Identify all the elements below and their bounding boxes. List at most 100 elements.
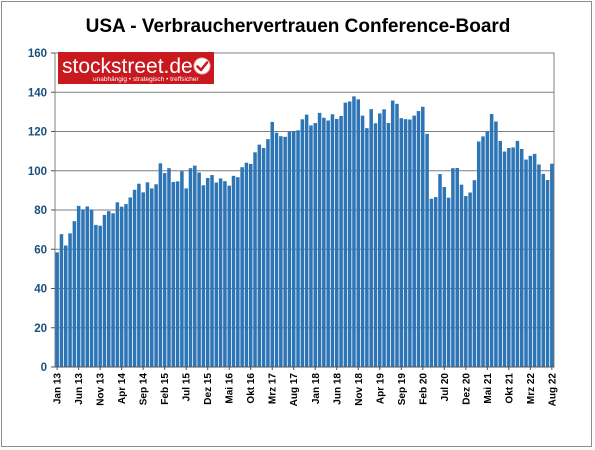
bar	[412, 115, 416, 367]
x-tick-label: Mai 21	[483, 373, 494, 404]
bar	[545, 179, 550, 367]
bar	[132, 189, 137, 367]
bar	[227, 185, 231, 367]
bar	[63, 245, 68, 367]
y-tick-label: 120	[28, 127, 47, 139]
bar	[507, 147, 511, 367]
bar	[494, 121, 498, 368]
bar	[528, 155, 533, 367]
x-tick-label: Jun 13	[74, 373, 85, 405]
bar	[98, 225, 102, 367]
bar	[214, 182, 219, 367]
bar	[403, 119, 408, 367]
bar	[326, 120, 330, 367]
bar	[369, 109, 373, 367]
bar	[433, 197, 438, 367]
bar	[76, 205, 81, 367]
x-tick-label: Jul 20	[440, 373, 451, 402]
bar	[421, 106, 425, 368]
bar	[72, 221, 77, 367]
bar	[175, 181, 180, 367]
x-tick-label: Dez 20	[461, 373, 472, 405]
bar	[240, 167, 244, 367]
bar	[291, 130, 296, 367]
bar	[309, 125, 313, 367]
bar	[489, 114, 494, 367]
bar	[150, 188, 154, 367]
bar	[197, 172, 201, 367]
bar	[476, 141, 481, 367]
bar	[184, 188, 188, 367]
bar	[205, 178, 210, 367]
bar	[519, 148, 524, 367]
bar	[511, 147, 515, 367]
bar	[541, 173, 546, 367]
bar	[515, 140, 520, 367]
x-tick-label: Aug 22	[547, 373, 558, 407]
bar	[532, 153, 537, 367]
bar	[158, 163, 163, 367]
bar	[119, 206, 124, 367]
stockstreet-logo: stockstreet.de unabhängig • strategisch …	[58, 52, 214, 84]
x-tick-label: Feb 20	[418, 373, 429, 405]
bar	[451, 168, 455, 367]
bar	[317, 112, 322, 367]
x-tick-label: Sep 19	[397, 373, 408, 406]
bar	[244, 162, 249, 367]
bar	[343, 102, 348, 368]
bar	[89, 209, 94, 367]
bar	[425, 133, 429, 367]
bar	[472, 180, 477, 367]
bar	[171, 181, 176, 367]
bar	[94, 224, 98, 367]
x-tick-label: Apr 19	[375, 373, 386, 405]
bar	[261, 147, 266, 367]
bar	[180, 171, 184, 367]
x-tick-label: Nov 18	[354, 373, 365, 406]
bar	[115, 202, 120, 367]
bar	[322, 117, 326, 367]
bar	[107, 211, 111, 367]
bar	[399, 118, 404, 367]
bar	[334, 118, 339, 367]
bar	[382, 109, 386, 367]
bar	[408, 119, 412, 367]
x-tick-label: Okt 21	[504, 373, 515, 404]
bar	[352, 96, 356, 367]
bar	[137, 183, 141, 367]
bar	[81, 209, 85, 367]
x-tick-label: Sep 14	[139, 373, 150, 406]
logo-background	[58, 52, 214, 84]
bar	[124, 204, 128, 367]
y-tick-label: 20	[34, 323, 47, 335]
x-tick-label: Jan 13	[53, 373, 64, 405]
bar	[193, 165, 197, 367]
check-icon	[193, 57, 211, 75]
bar	[59, 234, 64, 367]
axis-layer: 0 20 40 60 80 100 120 140 160 Jan 13 Jun 13 Nov 13 A…	[28, 48, 559, 406]
bar	[253, 152, 257, 367]
bar	[442, 187, 447, 367]
y-tick-label: 140	[28, 87, 47, 99]
bar	[485, 131, 490, 367]
bar	[395, 103, 399, 368]
bar	[283, 136, 287, 367]
bar	[339, 115, 343, 367]
bar	[446, 197, 451, 367]
bar	[236, 177, 240, 367]
bar	[455, 168, 459, 367]
y-tick-label: 80	[34, 205, 47, 217]
x-tick-label: Dez 15	[203, 373, 214, 405]
bar	[257, 144, 262, 367]
y-tick-label: 100	[28, 166, 47, 178]
bar	[154, 184, 158, 367]
bar	[145, 182, 150, 367]
bar	[274, 132, 279, 367]
bar	[141, 192, 145, 367]
bar	[360, 115, 365, 367]
bar	[279, 136, 283, 367]
logo-tagline: unabhängig • strategisch • treffsicher	[93, 76, 199, 83]
x-tick-label: Jun 18	[332, 373, 343, 405]
bar-layer	[55, 96, 554, 368]
